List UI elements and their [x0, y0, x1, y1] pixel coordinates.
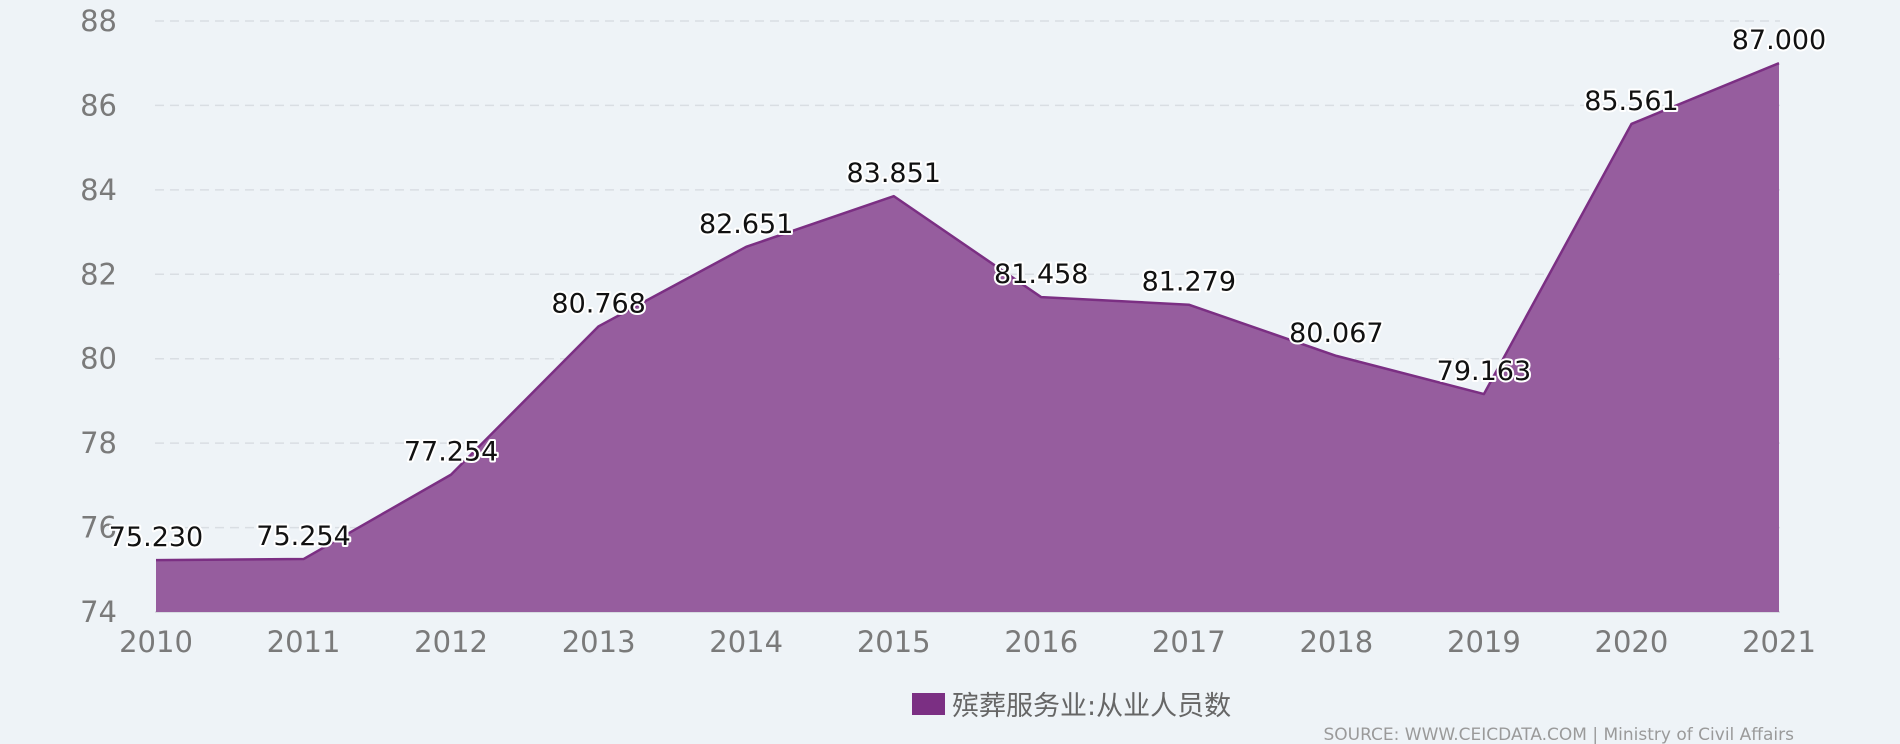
data-point-2019[interactable] — [1479, 389, 1489, 399]
y-tick-label: 86 — [80, 88, 117, 122]
data-label: 85.561 — [1584, 86, 1678, 117]
source-note: SOURCE: WWW.CEICDATA.COM | Ministry of C… — [1323, 725, 1794, 744]
x-tick-label: 2014 — [709, 625, 783, 659]
data-label: 79.163 — [1437, 356, 1531, 387]
data-point-2010[interactable] — [151, 555, 161, 565]
data-point-2018[interactable] — [1331, 351, 1341, 361]
x-tick-label: 2021 — [1742, 625, 1816, 659]
x-tick-label: 2016 — [1004, 625, 1078, 659]
data-label: 87.000 — [1732, 25, 1826, 56]
y-tick-label: 76 — [80, 511, 117, 545]
data-label: 77.254 — [404, 437, 498, 468]
data-point-2017[interactable] — [1184, 300, 1194, 310]
data-label: 75.230 — [109, 522, 203, 553]
x-tick-label: 2019 — [1447, 625, 1521, 659]
y-tick-label: 78 — [80, 426, 117, 460]
x-tick-label: 2012 — [414, 625, 488, 659]
series-area-fill — [156, 63, 1779, 612]
data-point-2013[interactable] — [594, 321, 604, 331]
y-tick-label: 88 — [80, 4, 117, 38]
data-label: 80.768 — [551, 288, 645, 319]
legend-label[interactable]: 殡葬服务业:从业人员数 — [952, 691, 1231, 722]
y-tick-label: 82 — [80, 257, 117, 291]
data-point-2011[interactable] — [299, 554, 309, 564]
x-tick-label: 2017 — [1152, 625, 1226, 659]
x-tick-label: 2018 — [1299, 625, 1373, 659]
data-point-2015[interactable] — [889, 191, 899, 201]
data-label: 75.254 — [256, 521, 350, 552]
y-tick-label: 74 — [80, 595, 117, 629]
x-tick-label: 2020 — [1595, 625, 1669, 659]
data-label: 83.851 — [846, 158, 940, 189]
legend[interactable]: 殡葬服务业:从业人员数 — [912, 691, 1231, 722]
series-line — [155, 62, 1780, 562]
y-axis: 74 76 78 80 82 84 86 88 — [80, 4, 117, 629]
data-point-2021[interactable] — [1774, 58, 1784, 68]
y-tick-label: 84 — [80, 173, 117, 207]
y-tick-label: 80 — [80, 342, 117, 376]
data-label: 80.067 — [1289, 318, 1383, 349]
data-point-2014[interactable] — [741, 242, 751, 252]
data-label: 81.279 — [1142, 267, 1236, 298]
legend-swatch[interactable] — [912, 693, 945, 715]
data-label: 82.651 — [699, 209, 793, 240]
x-tick-label: 2015 — [857, 625, 931, 659]
x-tick-label: 2013 — [562, 625, 636, 659]
x-tick-label: 2011 — [267, 625, 341, 659]
series-area — [155, 62, 1780, 612]
data-label: 81.458 — [994, 259, 1088, 290]
data-labels: 75.230 75.254 77.254 80.768 82.651 83.851 81.4… — [107, 23, 1828, 555]
x-tick-label: 2010 — [119, 625, 193, 659]
data-point-2020[interactable] — [1626, 119, 1636, 129]
x-axis: 2010 2011 2012 2013 2014 2015 2016 2017 2018 2019… — [119, 625, 1816, 659]
data-point-2012[interactable] — [446, 470, 456, 480]
data-point-2016[interactable] — [1036, 292, 1046, 302]
